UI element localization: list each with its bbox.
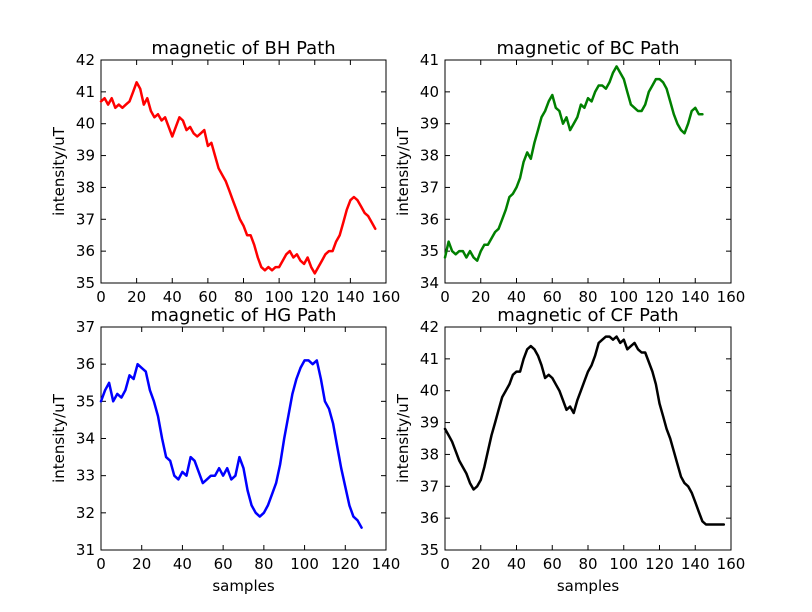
x-tick-label: 100 <box>609 555 638 573</box>
x-tick-label: 0 <box>96 555 106 573</box>
y-tick-label: 35 <box>76 274 95 292</box>
x-tick-label: 100 <box>290 555 319 573</box>
x-tick-label: 120 <box>300 288 329 306</box>
y-tick-label: 40 <box>76 115 95 133</box>
x-tick-label: 160 <box>717 555 746 573</box>
series-line <box>99 81 377 275</box>
y-tick-label: 37 <box>420 477 439 495</box>
y-axis-label: intensity/uT <box>394 393 412 483</box>
x-tick-label: 140 <box>681 288 710 306</box>
x-tick-label: 0 <box>96 288 106 306</box>
x-tick-label: 140 <box>336 288 365 306</box>
subplot-1: 0 20 40 60 80 100 120 140 160 35 36 37 38 39 40 41 42 mag… <box>50 38 400 306</box>
x-tick-label: 140 <box>372 555 401 573</box>
y-tick-label: 41 <box>420 51 439 69</box>
y-tick-label: 33 <box>76 467 95 485</box>
x-tick-label: 40 <box>507 288 526 306</box>
x-tick-label: 120 <box>331 555 360 573</box>
x-tick-label: 120 <box>645 288 674 306</box>
x-tick-label: 20 <box>127 288 146 306</box>
x-axis-label: samples <box>557 577 620 595</box>
chart-title: magnetic of HG Path <box>151 305 337 326</box>
y-tick-label: 40 <box>420 83 439 101</box>
subplot-2: 0 20 40 60 80 100 120 140 160 34 35 36 37 38 39 40 41 mag… <box>394 38 745 306</box>
subplot-4: 0 20 40 60 80 100 120 140 160 35 36 37 38 39 40 41 42 mag… <box>394 305 745 595</box>
x-tick-label: 20 <box>132 555 151 573</box>
series-line <box>443 335 726 526</box>
y-tick-label: 37 <box>76 318 95 336</box>
series-line <box>99 359 363 529</box>
y-tick-label: 38 <box>420 445 439 463</box>
x-tick-label: 60 <box>543 555 562 573</box>
x-tick-label: 100 <box>265 288 294 306</box>
series-line <box>443 65 704 262</box>
y-tick-label: 40 <box>420 382 439 400</box>
x-tick-label: 140 <box>681 555 710 573</box>
plot-frame <box>444 326 732 551</box>
y-tick-label: 39 <box>420 414 439 432</box>
plot-frame <box>100 59 387 284</box>
x-tick-label: 160 <box>372 288 401 306</box>
y-tick-label: 36 <box>76 242 95 260</box>
y-tick-label: 34 <box>76 430 95 448</box>
y-tick-label: 41 <box>76 83 95 101</box>
x-tick-label: 40 <box>173 555 192 573</box>
x-tick-label: 80 <box>234 288 253 306</box>
x-tick-label: 60 <box>198 288 217 306</box>
x-tick-label: 60 <box>214 555 233 573</box>
x-tick-label: 100 <box>609 288 638 306</box>
subplot-3: 0 20 40 60 80 100 120 140 31 32 33 34 35 36 37 magnetic… <box>50 305 400 595</box>
x-axis-label: samples <box>212 577 275 595</box>
y-tick-label: 35 <box>420 242 439 260</box>
x-tick-label: 120 <box>645 555 674 573</box>
x-tick-label: 160 <box>717 288 746 306</box>
y-tick-label: 36 <box>420 210 439 228</box>
y-tick-label: 31 <box>76 541 95 559</box>
y-tick-label: 42 <box>420 318 439 336</box>
y-tick-label: 39 <box>420 115 439 133</box>
y-tick-label: 38 <box>420 147 439 165</box>
y-axis-label: intensity/uT <box>394 126 412 216</box>
y-tick-label: 37 <box>420 178 439 196</box>
y-tick-label: 36 <box>76 355 95 373</box>
y-tick-label: 42 <box>76 51 95 69</box>
y-tick-label: 35 <box>420 541 439 559</box>
y-tick-label: 41 <box>420 350 439 368</box>
x-tick-label: 20 <box>471 288 490 306</box>
x-tick-label: 40 <box>163 288 182 306</box>
x-tick-label: 0 <box>440 555 450 573</box>
y-tick-label: 38 <box>76 178 95 196</box>
y-axis-label: intensity/uT <box>50 126 68 216</box>
y-tick-label: 39 <box>76 147 95 165</box>
x-tick-label: 40 <box>507 555 526 573</box>
x-tick-label: 80 <box>578 288 597 306</box>
x-tick-label: 80 <box>254 555 273 573</box>
x-tick-label: 80 <box>578 555 597 573</box>
y-tick-label: 34 <box>420 274 439 292</box>
y-tick-label: 35 <box>76 392 95 410</box>
chart-title: magnetic of BC Path <box>496 38 679 59</box>
y-tick-label: 36 <box>420 509 439 527</box>
plot-frame <box>444 59 732 284</box>
x-tick-label: 60 <box>543 288 562 306</box>
x-tick-label: 0 <box>440 288 450 306</box>
chart-title: magnetic of CF Path <box>497 305 678 326</box>
plot-frame <box>100 326 387 551</box>
chart-title: magnetic of BH Path <box>151 38 335 59</box>
y-axis-label: intensity/uT <box>50 393 68 483</box>
x-tick-label: 20 <box>471 555 490 573</box>
y-tick-label: 32 <box>76 504 95 522</box>
y-tick-label: 37 <box>76 210 95 228</box>
